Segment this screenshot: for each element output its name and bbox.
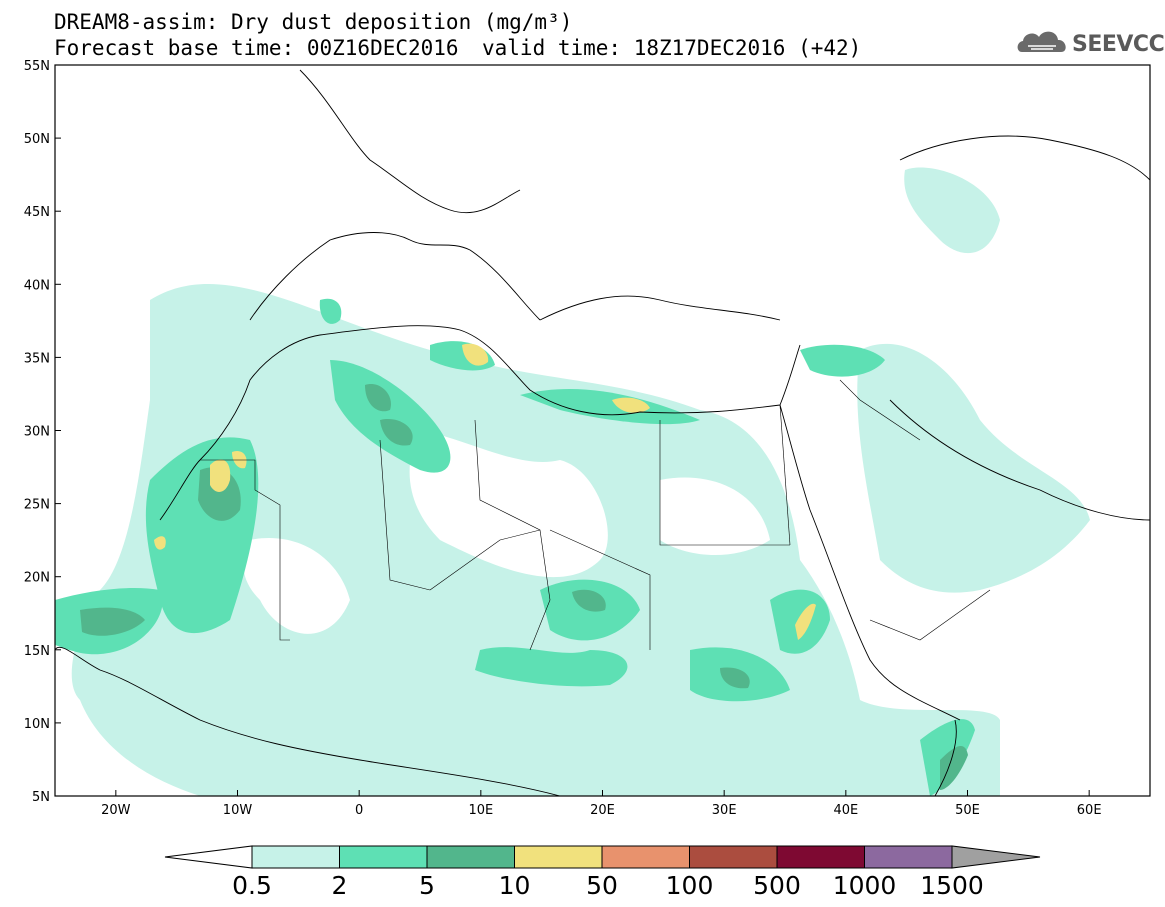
- colorbar-level-label: 500: [753, 871, 801, 900]
- lon-tick-label: 30E: [712, 803, 737, 818]
- colorbar-level-label: 100: [666, 871, 714, 900]
- colorbar-level-label: 2: [332, 871, 348, 900]
- forecast-base-time: Forecast base time: 00Z16DEC2016: [54, 36, 459, 60]
- lat-tick-label: 10N: [24, 717, 50, 732]
- colorbar-swatch: [601, 845, 690, 869]
- lat-tick-label: 50N: [24, 132, 50, 147]
- colorbar-swatch: [776, 845, 865, 869]
- colorbar-level-label: 1000: [833, 871, 897, 900]
- map-title: DREAM8-assim: Dry dust deposition (mg/m³…: [54, 10, 573, 34]
- dust-field: [55, 167, 1090, 796]
- valid-time: valid time: 18Z17DEC2016 (+42): [482, 36, 862, 60]
- lat-tick-label: 55N: [24, 59, 50, 74]
- lon-tick-label: 60E: [1077, 803, 1102, 818]
- seevccc-logo: [1016, 24, 1156, 60]
- logo-text: SEEVCCC: [1072, 32, 1165, 57]
- dust-level-10: [154, 343, 816, 640]
- coastlines: [55, 69, 1150, 796]
- axis-ticks: 20W 10W 0 10E 20E 30E 40E 50E 60E 55N 50N 45N 40N 35N…: [24, 59, 1102, 818]
- colorbar-level-label: 10: [499, 871, 531, 900]
- colorbar-level-label: 0.5: [232, 871, 272, 900]
- colorbar-swatch: [864, 845, 953, 869]
- lon-tick-label: 10E: [468, 803, 493, 818]
- lon-tick-label: 0: [355, 803, 363, 818]
- colorbar-swatch: [251, 845, 340, 869]
- colorbar-level-label: 5: [419, 871, 435, 900]
- lon-tick-label: 20E: [590, 803, 615, 818]
- colorbar-level-label: 50: [586, 871, 618, 900]
- lat-tick-label: 30N: [24, 425, 50, 440]
- dust-free-gaps: [243, 430, 770, 634]
- lat-tick-label: 45N: [24, 205, 50, 220]
- lat-tick-label: 40N: [24, 278, 50, 293]
- lat-tick-label: 35N: [24, 351, 50, 366]
- lat-tick-label: 20N: [24, 571, 50, 586]
- lat-tick-label: 15N: [24, 644, 50, 659]
- cloud-icon: [1017, 31, 1066, 52]
- lon-tick-label: 50E: [955, 803, 980, 818]
- colorbar-swatch: [339, 845, 428, 869]
- colorbar-level-label: 1500: [920, 871, 984, 900]
- colorbar-swatch: [426, 845, 515, 869]
- lat-tick-label: 25N: [24, 498, 50, 513]
- borders: [200, 379, 991, 651]
- lat-tick-label: 5N: [32, 790, 50, 805]
- colorbar-swatch: [689, 845, 778, 869]
- colorbar-under-triangle: [164, 845, 253, 869]
- dust-level-5: [80, 384, 968, 790]
- lon-tick-label: 20W: [101, 803, 131, 818]
- colorbar-over-triangle: [951, 845, 1041, 869]
- lon-tick-label: 10W: [223, 803, 253, 818]
- colorbar-swatch: [514, 845, 603, 869]
- colorbar: 0.5 2 5 10 50 100 500 1000 1500: [164, 845, 1041, 900]
- lon-tick-label: 40E: [833, 803, 858, 818]
